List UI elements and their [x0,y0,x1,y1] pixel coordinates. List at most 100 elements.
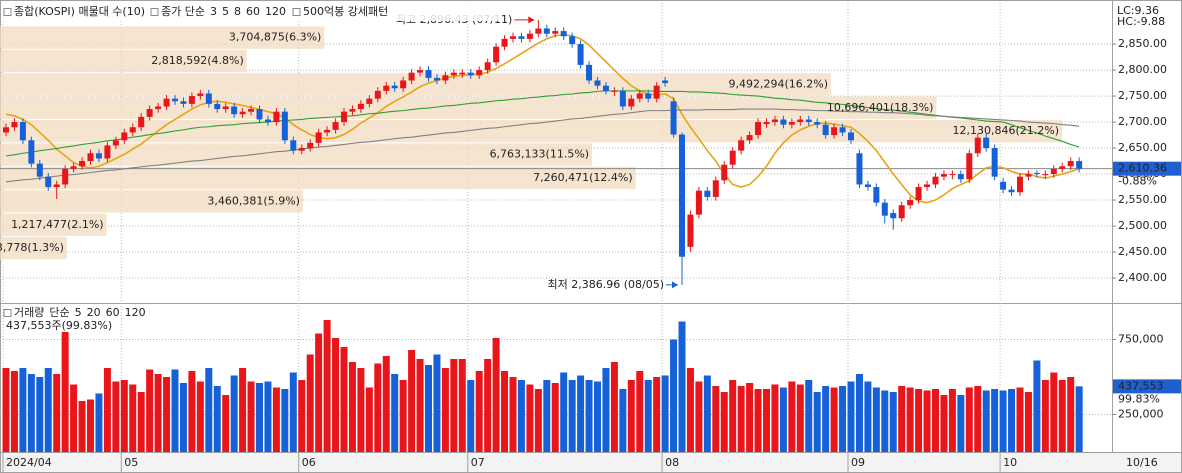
volume-bar [551,383,559,452]
volume-bar [974,386,982,452]
candle-body [95,153,102,159]
candle-body [36,163,43,177]
candle-body [205,93,212,104]
candle-body [594,80,601,86]
candle-body [324,129,331,133]
candle-body [1050,168,1057,175]
x-tick-label: 05 [124,456,138,469]
candle-body [881,202,888,216]
candle-body [298,148,305,151]
profile-bar [0,236,67,260]
candle-body [121,132,128,141]
last-volume-label: 437,553 [1118,379,1164,392]
candle-body [763,122,770,125]
candle-body [1042,174,1049,176]
legend-text: 종합(KOSPI) 매물대 수(10) [14,5,145,18]
volume-bar [610,362,618,452]
legend-text: 5 [222,5,229,18]
legend-icon [150,8,159,16]
candle-body [873,187,880,203]
legend-text: 거래량 [14,306,44,319]
volume-bar [188,371,196,452]
legend-text: 5 [75,306,82,319]
volume-bar [855,374,863,452]
x-tick-label: 10 [1003,456,1017,469]
candle-body [197,93,204,97]
volume-bar [425,365,432,452]
candle-body [569,36,576,45]
candle-body [932,176,939,185]
profile-bar [0,49,247,73]
volume-bar [196,381,204,452]
volume-bar [315,333,323,452]
candle-body [670,101,677,135]
legend-text: 단순 [49,306,69,319]
candle-body [788,122,795,125]
low-arrowhead [672,281,678,289]
candle-body [839,127,846,133]
volume-bar [10,371,18,452]
candle-body [138,116,145,128]
volume-bar [78,401,86,452]
volume-bar [686,368,694,452]
volume-bar [517,380,525,452]
volume-bar [796,384,804,452]
candle-body [915,187,922,201]
profile-bar [0,166,636,190]
candle-body [1025,174,1032,177]
legend-text: 8 [234,5,241,18]
volume-bar [526,384,534,452]
legend-text: 20 [87,306,101,319]
candle-body [180,101,187,104]
candle-body [433,77,440,81]
volume-bar [467,380,475,452]
candle-body [721,164,728,181]
candle-body [535,28,542,34]
candle-body [560,31,567,37]
volume-bar [965,387,973,452]
profile-label: 3,460,381(5.9%) [207,194,300,207]
legend-text: 60 [246,5,260,18]
legend-text: 종가 단순 [161,5,205,18]
volume-bar [940,395,948,452]
volume-bar [53,374,61,452]
volume-bar [771,384,779,452]
volume-bar [644,380,652,452]
volume-bar [729,380,737,452]
volume-bar [788,381,796,452]
volume-bar [872,387,880,452]
candle-body [112,140,119,146]
candle-body [248,109,255,112]
x-tick-label: 09 [851,456,865,469]
candle-body [966,153,973,180]
profile-label: 7,260,471(12.4%) [533,171,633,184]
candle-body [349,109,356,112]
candle-body [484,62,491,71]
volume-bar [264,381,272,452]
volume-bar [129,384,137,452]
x-tick-label: 07 [471,456,485,469]
candle-body [374,90,381,99]
x-tick-label: 2024/04 [6,456,52,469]
last-price-label: 2,610.36 [1118,162,1167,175]
volume-bar [112,381,120,452]
candle-body [425,70,432,78]
profile-bar [0,213,107,236]
candle-body [273,111,280,123]
volume-bar [543,380,551,452]
candle-body [450,72,457,76]
volume-bar [737,386,745,452]
volume-bar [695,381,703,452]
candle-body [586,64,593,81]
profile-bar [0,190,303,213]
legend-text: 3 [210,5,217,18]
legend-text: 60 [106,306,120,319]
volume-bar [137,392,145,452]
candle-body [1017,176,1023,193]
legend-text: 437,553주(99.83%) [6,319,112,332]
volume-bar [864,381,872,452]
candle-body [991,148,998,177]
candle-body [797,119,804,123]
volume-bar [999,390,1007,452]
volume-bar [272,387,280,452]
